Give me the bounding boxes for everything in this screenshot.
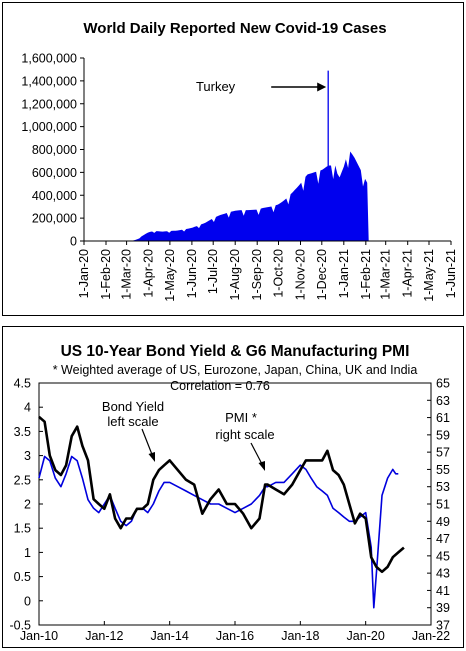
x-tick-label: Jan-10: [20, 629, 58, 643]
y-right-tick-label: 57: [436, 446, 450, 460]
y-right-tick-label: 45: [436, 549, 450, 563]
x-tick-label: 1-Jul-20: [206, 249, 220, 294]
turkey-label: Turkey: [196, 79, 236, 94]
y-right-tick-label: 65: [436, 377, 450, 391]
bond-yield-scale-label: left scale: [107, 414, 158, 429]
chart-subtitle: * Weighted average of US, Eurozone, Japa…: [53, 363, 418, 377]
pmi-label: PMI *: [225, 410, 257, 425]
bond-yield-pointer-head: [148, 452, 155, 462]
x-tick-label: Jan-12: [85, 629, 123, 643]
pmi-pointer-head: [258, 461, 265, 471]
x-tick-label: 1-Jun-20: [185, 249, 199, 298]
y-right-tick-label: 47: [436, 532, 450, 546]
y-left-tick-label: 2.5: [14, 473, 31, 487]
y-left-tick-label: 2: [24, 498, 31, 512]
pmi-line: [38, 455, 399, 609]
bond-yield-pointer: [141, 428, 154, 458]
x-tick-label: 1-Feb-21: [359, 249, 373, 300]
y-right-tick-label: 51: [436, 498, 450, 512]
y-left-tick-label: 0: [24, 594, 31, 608]
x-tick-label: 1-Aug-20: [228, 249, 242, 300]
y-left-tick-label: 3.5: [14, 425, 31, 439]
x-tick-label: 1-May-21: [422, 249, 436, 302]
chart-title: World Daily Reported New Covid-19 Cases: [83, 20, 386, 37]
y-tick-label: 1,000,000: [21, 120, 77, 134]
covid-plot-area: Turkey 0 200,000 400,000 600,000 800,000 1,000…: [21, 52, 458, 302]
bond-yield-line: [38, 415, 405, 574]
x-tick-label: 1-Dec-20: [315, 249, 329, 300]
x-tick-label: 1-Mar-21: [379, 249, 393, 300]
x-tick-label: 1-Jan-20: [77, 249, 91, 298]
pmi-scale-label: right scale: [215, 427, 274, 442]
covid-cases-chart-panel: World Daily Reported New Covid-19 Cases …: [2, 2, 464, 316]
x-tick-label: 1-Sep-20: [250, 249, 264, 300]
cases-bars: [98, 151, 369, 241]
y-tick-label: 1,600,000: [21, 52, 77, 66]
x-tick-label: 1-Jan-21: [337, 249, 351, 298]
correlation-note: Correlation = 0.76: [170, 379, 270, 393]
y-left-tick-label: 1.5: [14, 522, 31, 536]
x-tick-label: Jan-18: [281, 629, 319, 643]
y-right-tick-label: 63: [436, 394, 450, 408]
y-left-tick-label: -0.5: [9, 619, 31, 633]
x-tick-label: 1-Feb-20: [99, 249, 113, 300]
x-tick-label: 1-Apr-20: [142, 249, 156, 298]
y-tick-label: 0: [70, 235, 77, 249]
y-left-tick-label: 4.5: [14, 377, 31, 391]
x-tick-label: Jan-20: [347, 629, 385, 643]
x-tick-label: Jan-14: [151, 629, 189, 643]
turkey-arrowhead: [317, 82, 327, 92]
y-left-tick-label: 1: [24, 546, 31, 560]
y-tick-label: 200,000: [32, 212, 77, 226]
chart-title: US 10-Year Bond Yield & G6 Manufacturing…: [61, 343, 410, 360]
x-tick-label: Jan-22: [412, 629, 450, 643]
y-tick-label: 1,200,000: [21, 97, 77, 111]
bond-pmi-chart-panel: US 10-Year Bond Yield & G6 Manufacturing…: [2, 326, 464, 648]
x-tick-label: 1-Nov-20: [294, 249, 308, 300]
y-right-tick-label: 37: [436, 619, 450, 633]
x-tick-label: 1-Jun-21: [444, 249, 458, 298]
y-tick-label: 800,000: [32, 143, 77, 157]
y-left-tick-label: 0.5: [14, 570, 31, 584]
y-right-tick-label: 59: [436, 428, 450, 442]
x-tick-label: 1-Apr-21: [401, 249, 415, 298]
y-left-tick-label: 3: [24, 449, 31, 463]
y-right-tick-label: 55: [436, 463, 450, 477]
y-right-tick-label: 43: [436, 567, 450, 581]
y-left-tick-label: 4: [24, 401, 31, 415]
x-tick-label: 1-May-20: [163, 249, 177, 302]
x-tick-label: Jan-16: [216, 629, 254, 643]
y-tick-label: 600,000: [32, 166, 77, 180]
y-tick-label: 1,400,000: [21, 74, 77, 88]
bond-pmi-chart: US 10-Year Bond Yield & G6 Manufacturing…: [9, 343, 450, 644]
y-right-tick-label: 49: [436, 515, 450, 529]
x-tick-label: 1-Oct-20: [272, 249, 286, 298]
y-right-tick-label: 61: [436, 411, 450, 425]
y-tick-label: 400,000: [32, 189, 77, 203]
x-tick-label: 1-Mar-20: [120, 249, 134, 300]
covid-cases-chart: World Daily Reported New Covid-19 Cases …: [21, 20, 458, 302]
bond-pmi-plot-area: 4.5 4 3.5 3 2.5 2 1.5 1 0.5 0 -0.5 65 63 61 59 57 55 53 51…: [9, 377, 450, 644]
y-right-tick-label: 41: [436, 584, 450, 598]
y-right-tick-label: 53: [436, 480, 450, 494]
pmi-pointer: [250, 442, 264, 467]
bond-yield-label: Bond Yield: [102, 399, 164, 414]
y-right-tick-label: 39: [436, 601, 450, 615]
